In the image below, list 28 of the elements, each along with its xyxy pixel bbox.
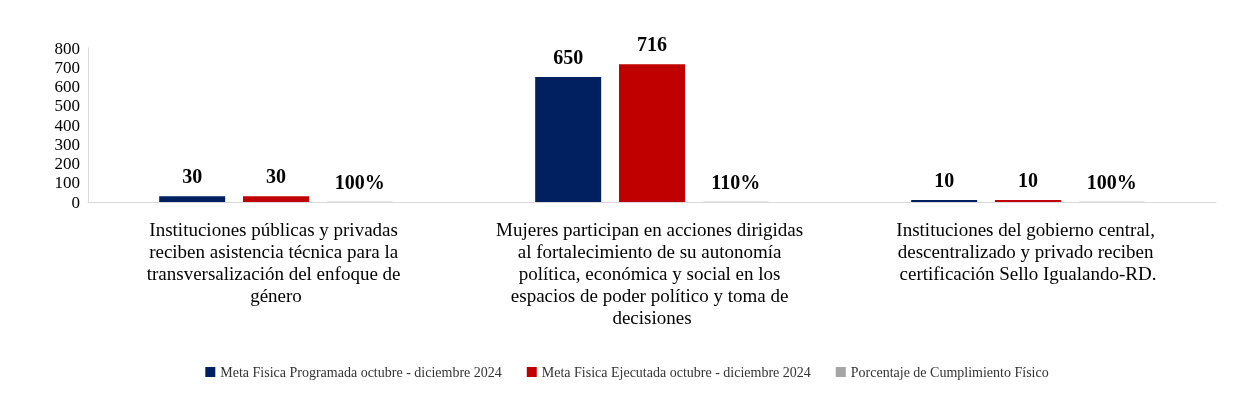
y-tick-label: 500: [54, 96, 80, 116]
legend-label: Meta Fisica Ejecutada octubre - diciembre 2024: [541, 364, 811, 380]
x-tick-label: Instituciones públicas y privadas reciben asistencia técnica para la transversalización del enfoque de género: [146, 218, 406, 306]
data-label: 650: [553, 45, 584, 68]
legend-label: Meta Fisica Programada octubre - diciembre 2024: [220, 364, 502, 380]
x-tick-label: Mujeres participan en acciones dirigidas al fortalecimiento de su autonomía política, económica y social en los espacios de poder político y toma de decisiones: [496, 218, 808, 328]
y-tick-label: 400: [54, 115, 80, 135]
data-label: 716: [637, 33, 667, 56]
y-tick-label: 800: [54, 38, 80, 58]
bar: [619, 64, 685, 202]
bar: [159, 196, 226, 202]
x-tick-label: Instituciones del gobierno central, descentralizado y privado reciben certificación Sello Igualando-RD.: [896, 218, 1160, 284]
data-label: 10: [934, 169, 955, 192]
bar: [243, 196, 309, 202]
y-tick-label: 700: [54, 57, 80, 77]
legend-label: Porcentaje de Cumplimiento Físico: [850, 364, 1049, 380]
data-label: 30: [266, 165, 286, 188]
y-tick-label: 100: [54, 173, 80, 193]
data-label: 100%: [334, 170, 385, 193]
bar: [535, 76, 602, 202]
data-label: 10: [1018, 169, 1038, 192]
y-tick-label: 0: [71, 192, 80, 212]
data-label: 110%: [711, 170, 761, 193]
y-tick-label: 300: [54, 134, 80, 154]
y-tick-label: 200: [54, 154, 80, 173]
y-tick-label: 600: [54, 77, 80, 96]
data-label: 100%: [1086, 170, 1137, 193]
data-label: 30: [182, 165, 203, 188]
